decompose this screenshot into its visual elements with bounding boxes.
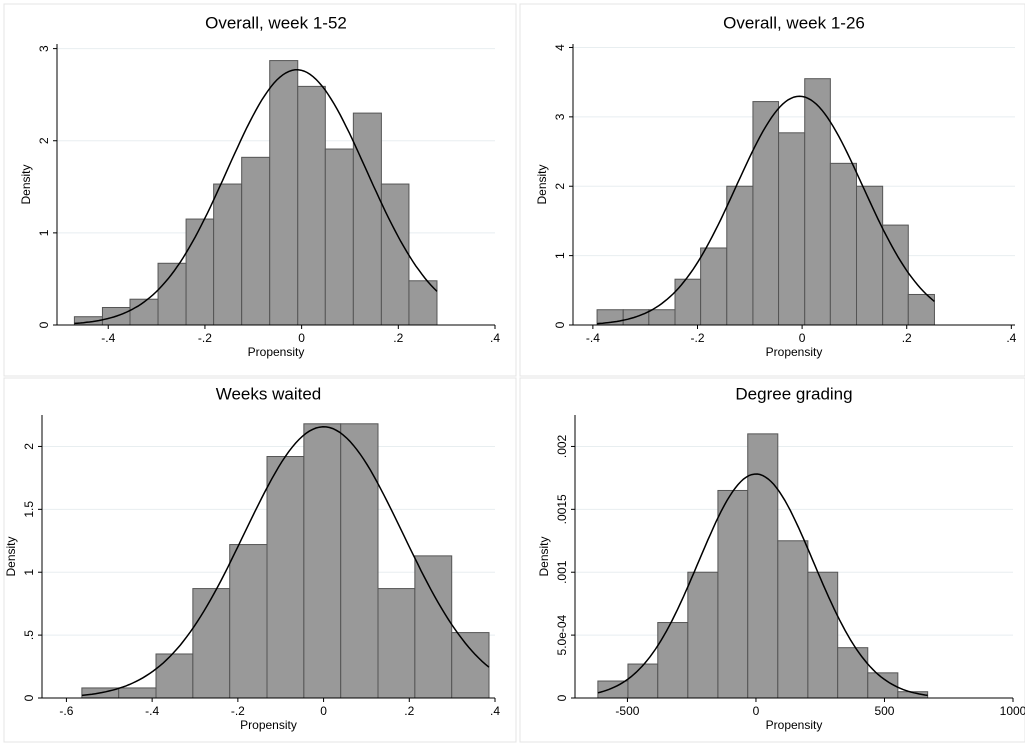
x-tick-label: -.4	[586, 331, 600, 345]
bar	[726, 185, 754, 326]
y-tick-label: 5.0e-04	[555, 614, 569, 655]
bar	[380, 183, 410, 326]
bar	[837, 647, 869, 699]
x-tick-label: 0	[799, 331, 806, 345]
x-axis-title: Propensity	[766, 345, 823, 359]
bar	[324, 148, 354, 326]
y-axis-title: Density	[4, 536, 18, 576]
bar	[747, 433, 779, 699]
x-tick-label: .4	[490, 331, 500, 345]
bar	[648, 309, 676, 326]
bar	[597, 680, 629, 699]
bar	[266, 456, 305, 699]
x-tick-label: .2	[393, 331, 403, 345]
y-tick-label: 0	[555, 694, 569, 701]
bar	[192, 588, 231, 699]
bar	[185, 218, 215, 326]
x-tick-label: -.2	[231, 704, 245, 718]
x-tick-label: -500	[615, 704, 639, 718]
bar	[657, 622, 689, 699]
bar	[213, 183, 243, 326]
bar	[297, 85, 326, 326]
bar	[241, 156, 271, 326]
bar	[804, 78, 831, 326]
x-axis-title: Propensity	[766, 718, 823, 732]
normal-curve	[597, 473, 928, 697]
y-tick-label: 3	[37, 45, 51, 52]
y-tick-label: 0	[553, 321, 567, 328]
y-tick-label: 1	[22, 569, 36, 576]
x-tick-label: 500	[874, 704, 894, 718]
y-tick-label: 1	[553, 252, 567, 259]
x-tick-label: 0	[320, 704, 327, 718]
bar	[856, 185, 884, 326]
y-tick-label: 0	[22, 694, 36, 701]
bar	[303, 423, 342, 699]
x-tick-label: 0	[753, 704, 760, 718]
bar	[882, 224, 909, 326]
bar	[155, 653, 194, 699]
y-tick-label: 2	[553, 183, 567, 190]
y-tick-label: .5	[22, 630, 36, 640]
bar	[627, 663, 659, 699]
x-tick-label: -.4	[101, 331, 115, 345]
x-tick-label: .2	[404, 704, 414, 718]
y-tick-label: .002	[555, 434, 569, 458]
x-axis-title: Propensity	[240, 718, 297, 732]
chart-title: Overall, week 1-26	[723, 13, 865, 32]
bar	[829, 162, 858, 326]
bar	[118, 687, 157, 699]
y-tick-label: 2	[37, 137, 51, 144]
y-tick-label: 3	[553, 113, 567, 120]
bar	[807, 571, 839, 699]
x-tick-label: -.2	[198, 331, 212, 345]
bar	[451, 632, 490, 699]
chart-title: Overall, week 1-52	[205, 13, 347, 32]
bar	[269, 60, 299, 326]
y-tick-label: .0015	[555, 494, 569, 524]
y-tick-label: 4	[553, 44, 567, 51]
y-tick-label: 0	[37, 321, 51, 328]
bar	[907, 293, 935, 326]
chart-title: Degree grading	[735, 384, 852, 403]
x-tick-label: -.6	[59, 704, 73, 718]
bar	[129, 298, 159, 326]
bar	[778, 132, 806, 326]
x-tick-label: .4	[1006, 331, 1016, 345]
y-tick-label: 1	[37, 229, 51, 236]
bar	[717, 489, 749, 699]
bar	[377, 588, 416, 699]
bar	[352, 112, 382, 326]
bar	[414, 555, 453, 699]
bar	[752, 101, 780, 326]
chart-title: Weeks waited	[216, 384, 322, 403]
normal-curve	[81, 426, 490, 697]
x-axis-title: Propensity	[248, 345, 305, 359]
y-axis-title: Density	[19, 164, 33, 204]
x-tick-label: .4	[490, 704, 500, 718]
x-tick-label: 1000	[1000, 704, 1025, 718]
x-tick-label: -.4	[145, 704, 159, 718]
bar	[687, 571, 719, 699]
bar	[777, 540, 809, 699]
y-axis-title: Density	[535, 164, 549, 204]
normal-curve	[74, 69, 438, 325]
y-axis-title: Density	[537, 536, 551, 576]
x-tick-label: 0	[298, 331, 305, 345]
bar	[340, 423, 379, 699]
x-tick-label: -.2	[690, 331, 704, 345]
y-tick-label: .001	[555, 560, 569, 584]
y-tick-label: 1.5	[22, 501, 36, 518]
bar	[674, 278, 702, 326]
normal-curve	[597, 95, 935, 325]
bar	[700, 247, 728, 326]
bar	[229, 544, 268, 699]
y-tick-label: 2	[22, 443, 36, 450]
x-tick-label: .2	[902, 331, 912, 345]
